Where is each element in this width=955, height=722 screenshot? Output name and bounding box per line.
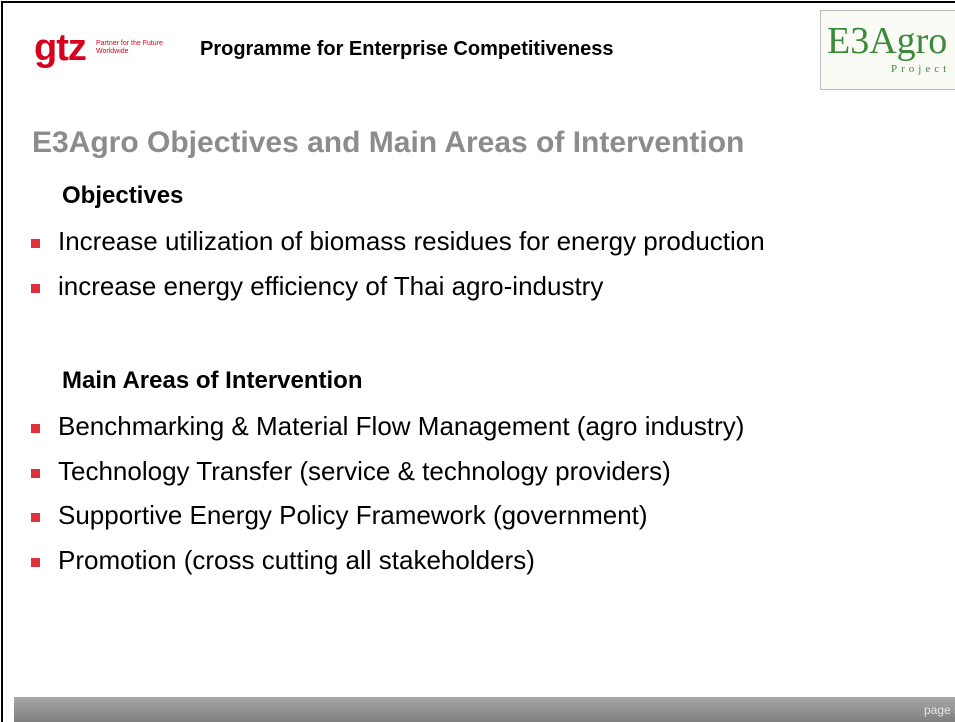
bullet-item: increase energy efficiency of Thai agro-… — [58, 270, 604, 301]
gtz-logo: gtz — [34, 27, 87, 69]
page-number: page 5 — [924, 703, 955, 717]
tagline: Partner for the Future Worldwide — [96, 40, 163, 56]
bullet-item: Benchmarking & Material Flow Management … — [58, 411, 745, 441]
project-logo-text: E3Agro — [827, 20, 948, 62]
section-title: Objectives — [62, 182, 184, 209]
bullet — [31, 468, 40, 478]
bullet-item: Increase utilization of biomass residues… — [58, 226, 765, 256]
tagline-line: Partner for the Future — [96, 40, 163, 47]
footer-bar — [14, 697, 955, 722]
bullet-item: Promotion (cross cutting all stakeholder… — [58, 545, 535, 576]
section-title: Main Areas of Intervention — [62, 367, 363, 394]
header-title: Programme for Enterprise Competitiveness — [200, 38, 614, 60]
project-logo-sub: Project — [891, 63, 951, 75]
project-logo: E3Agro Project — [820, 10, 955, 90]
bullet — [31, 239, 40, 248]
tagline-line: Worldwide — [96, 48, 129, 55]
bullet — [31, 558, 40, 568]
bullet-item: Technology Transfer (service & technolog… — [58, 455, 671, 486]
slide-heading: E3Agro Objectives and Main Areas of Inte… — [32, 126, 745, 159]
bullet-item: Supportive Energy Policy Framework (gove… — [58, 500, 648, 531]
bullet — [31, 424, 40, 433]
bullet — [31, 283, 40, 293]
bullet — [31, 513, 40, 523]
